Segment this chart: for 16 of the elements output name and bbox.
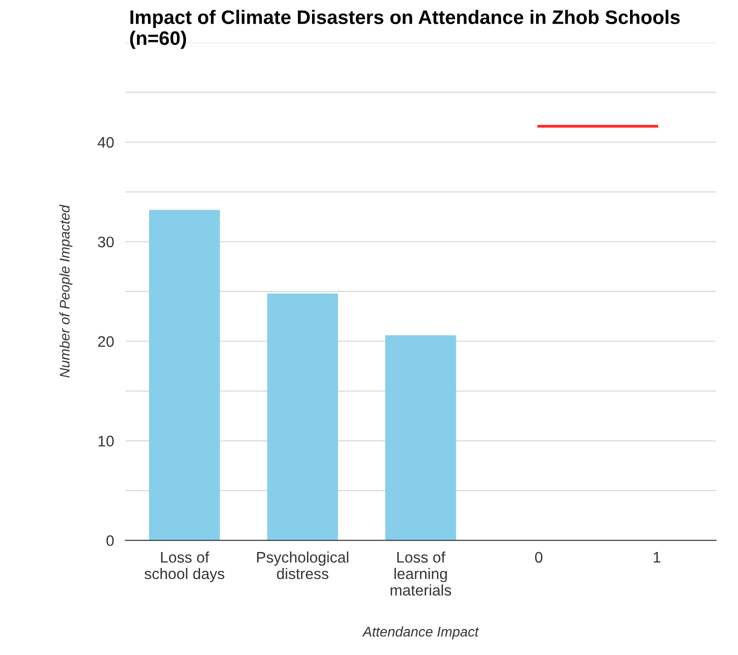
- bar: [385, 335, 456, 540]
- y-axis-title: Number of People Impacted: [59, 204, 72, 378]
- y-tick-label: 10: [98, 436, 114, 446]
- x-tick-label: Psychological distress: [257, 551, 348, 580]
- chart-title: Impact of Climate Disasters on Attendance in Zhob Schools (n=60): [130, 10, 680, 49]
- bar: [267, 293, 338, 540]
- x-tick-label: Loss of learning materials: [390, 552, 452, 596]
- bar: [149, 210, 220, 540]
- y-tick-label: 0: [106, 535, 114, 546]
- x-tick-label: Loss of school days: [144, 552, 224, 582]
- x-tick-label: 1: [654, 552, 660, 563]
- y-tick-label: 40: [98, 137, 114, 148]
- x-axis-title: Attendance Impact: [362, 626, 480, 640]
- y-tick-label: 20: [98, 336, 114, 347]
- x-tick-label: 0: [535, 552, 542, 563]
- y-tick-label: 30: [98, 236, 114, 248]
